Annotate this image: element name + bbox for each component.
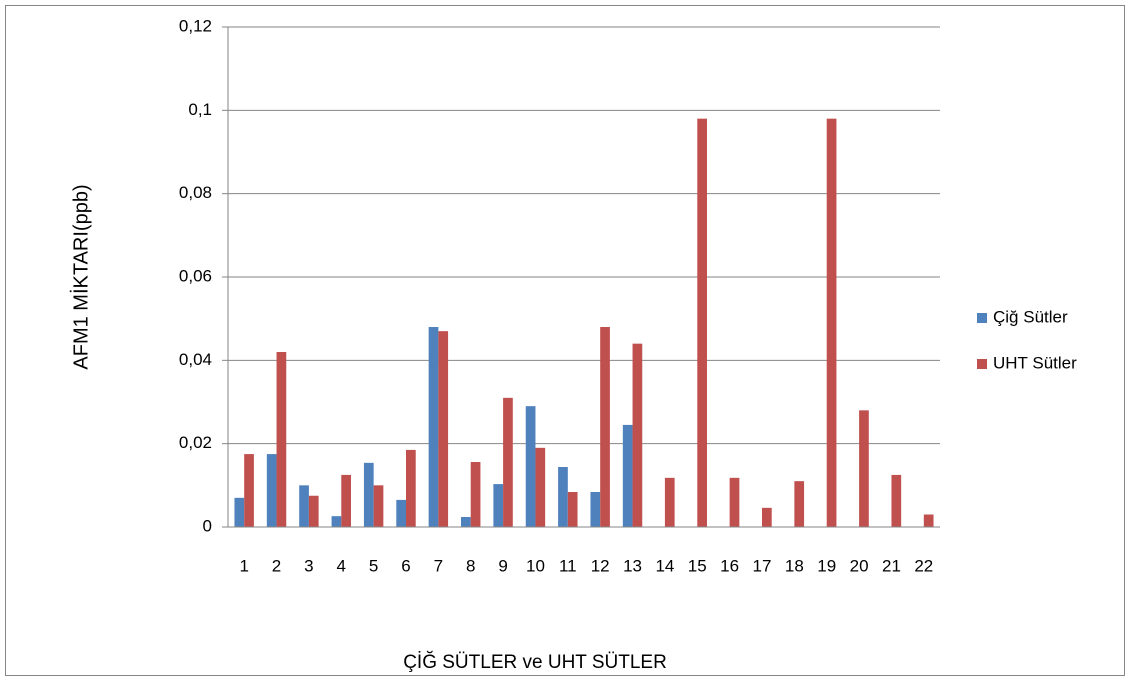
bar (493, 484, 504, 527)
x-axis-label: ÇİĞ SÜTLER ve UHT SÜTLER (403, 651, 667, 673)
bar (567, 492, 578, 527)
x-tick-label: 22 (914, 556, 933, 575)
bar (794, 481, 805, 527)
x-tick-label: 5 (369, 556, 378, 575)
x-tick-label: 8 (466, 556, 475, 575)
x-tick-label: 10 (526, 556, 545, 575)
bar (535, 447, 546, 527)
bar (470, 462, 481, 527)
bar (341, 474, 351, 527)
x-tick-label: 16 (720, 556, 739, 575)
bar (859, 410, 869, 527)
bar (234, 497, 245, 527)
bar (308, 495, 319, 527)
bar (373, 485, 384, 527)
bar (697, 118, 707, 528)
bar (244, 454, 254, 527)
bar (266, 454, 277, 527)
bar (363, 462, 374, 527)
bar (299, 485, 309, 527)
bar (729, 477, 740, 527)
x-tick-label: 11 (559, 556, 577, 575)
y-tick-label: 0,06 (179, 266, 212, 285)
x-tick-label: 3 (304, 556, 313, 575)
y-tick-label: 0,04 (179, 350, 212, 369)
x-tick-label: 2 (272, 556, 281, 575)
x-tick-label: 4 (337, 556, 346, 575)
x-tick-label: 12 (591, 556, 610, 575)
bar (632, 343, 643, 527)
chart-border (5, 5, 1125, 676)
y-axis-label: AFM1 MİKTARI(ppb) (69, 184, 92, 369)
bar (503, 397, 513, 527)
legend-swatch (977, 359, 987, 369)
bar (396, 499, 406, 527)
y-tick-label: 0,08 (179, 183, 212, 202)
x-tick-label: 15 (688, 556, 707, 575)
x-tick-label: 20 (850, 556, 869, 575)
x-tick-label: 7 (434, 556, 443, 575)
x-tick-label: 14 (655, 556, 674, 575)
bar (622, 424, 633, 527)
bar (406, 449, 416, 527)
bar (891, 474, 902, 527)
bar (600, 327, 610, 527)
bar (331, 516, 342, 527)
bar (826, 118, 837, 528)
x-tick-label: 1 (239, 556, 248, 575)
bar (558, 467, 568, 527)
bar (276, 352, 287, 527)
y-tick-label: 0,12 (179, 16, 212, 35)
y-tick-label: 0 (203, 516, 212, 535)
x-tick-label: 18 (785, 556, 804, 575)
bar (923, 514, 934, 527)
bar (461, 517, 471, 527)
bar (525, 406, 536, 527)
legend-label: Çiğ Sütler (993, 307, 1068, 326)
bar (664, 477, 675, 527)
bar (428, 327, 439, 527)
y-tick-label: 0,02 (179, 433, 212, 452)
x-tick-label: 13 (623, 556, 642, 575)
bar (762, 507, 772, 527)
x-tick-label: 21 (882, 556, 901, 575)
y-tick-label: 0,1 (188, 100, 212, 119)
bar (438, 331, 449, 527)
x-tick-label: 19 (817, 556, 836, 575)
legend-swatch (977, 313, 987, 323)
x-tick-label: 17 (753, 556, 772, 575)
x-tick-label: 6 (401, 556, 410, 575)
bar (590, 492, 601, 527)
x-tick-label: 9 (498, 556, 507, 575)
legend-label: UHT Sütler (993, 353, 1077, 372)
